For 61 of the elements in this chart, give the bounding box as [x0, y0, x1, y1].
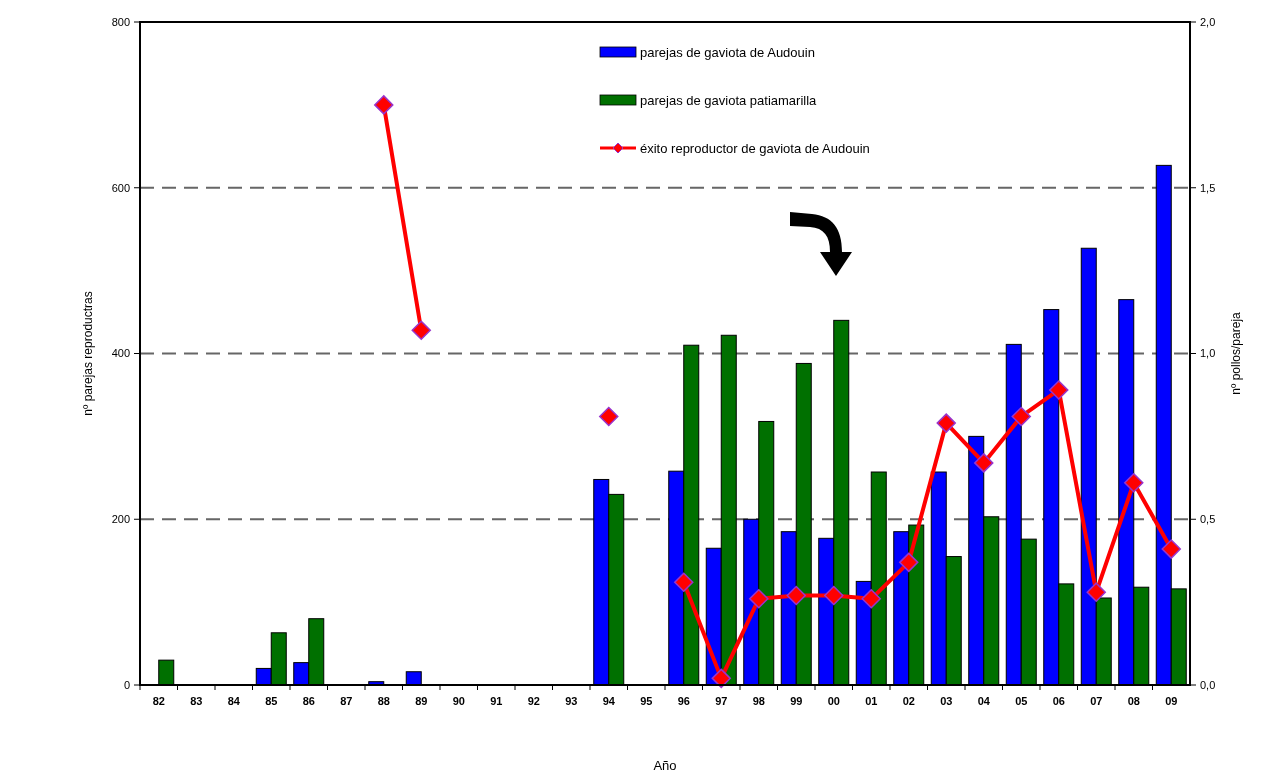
x-tick-label: 92	[527, 695, 540, 707]
point	[861, 589, 881, 609]
x-tick-label: 93	[565, 695, 578, 707]
x-tick-label: 04	[977, 695, 991, 707]
y-tick-label: 800	[111, 15, 130, 28]
x-tick-label: 90	[452, 695, 465, 707]
legend-label: parejas de gaviota de Audouin	[640, 44, 815, 60]
x-tick-label: 85	[265, 695, 278, 707]
x-tick-label: 05	[1015, 695, 1028, 707]
legend-label: parejas de gaviota patiamarilla	[640, 92, 818, 108]
y2-tick-label: 0,0	[1200, 678, 1216, 691]
y2-axis-title: nº pollos/pareja	[1229, 311, 1243, 395]
y2-tick-label: 0,5	[1200, 513, 1216, 526]
point	[1049, 380, 1069, 400]
point	[674, 572, 694, 592]
y2-tick-label: 1,5	[1200, 181, 1216, 194]
x-tick-label: 91	[490, 695, 503, 707]
point	[899, 552, 919, 573]
x-tick-label: 99	[790, 695, 803, 707]
x-tick-label: 86	[302, 695, 315, 707]
point	[599, 406, 619, 427]
y-tick-label: 0	[123, 678, 130, 691]
x-tick-label: 02	[902, 695, 915, 707]
x-tick-label: 09	[1165, 695, 1178, 707]
x-tick-label: 06	[1052, 695, 1065, 707]
x-tick-label: 87	[340, 695, 353, 707]
y2-tick-label: 2,0	[1200, 15, 1216, 28]
point	[974, 453, 994, 473]
x-tick-label: 82	[152, 695, 165, 707]
x-tick-label: 08	[1127, 695, 1140, 707]
point	[411, 320, 431, 341]
y-tick-label: 200	[111, 513, 130, 526]
x-tick-label: 84	[227, 695, 241, 707]
point	[1124, 473, 1144, 493]
y2-tick-label: 1,0	[1200, 347, 1216, 360]
x-tick-label: 03	[940, 695, 953, 707]
x-tick-label: 07	[1090, 695, 1103, 707]
point	[786, 585, 806, 606]
y-tick-label: 400	[111, 347, 130, 360]
point	[1161, 539, 1181, 559]
x-tick-label: 96	[677, 695, 690, 707]
x-tick-label: 98	[752, 695, 765, 707]
point	[1011, 406, 1031, 427]
point	[936, 413, 956, 433]
x-tick-label: 88	[377, 695, 390, 707]
legend-label: éxito reproductor de gaviota de Audouin	[640, 140, 870, 156]
point	[749, 589, 769, 609]
y-tick-label: 600	[111, 181, 130, 194]
point	[711, 668, 731, 689]
x-tick-label: 95	[640, 695, 653, 707]
x-tick-label: 00	[827, 695, 840, 707]
point	[1086, 582, 1106, 602]
x-tick-label: 83	[190, 695, 203, 707]
x-tick-label: 97	[715, 695, 728, 707]
x-axis-title: Año	[653, 758, 677, 773]
point	[824, 585, 844, 606]
x-tick-label: 89	[415, 695, 428, 707]
x-tick-label: 01	[865, 695, 878, 707]
y-axis-title: nº parejas reproductras	[81, 291, 95, 416]
x-tick-label: 94	[602, 695, 616, 707]
point	[374, 95, 394, 115]
